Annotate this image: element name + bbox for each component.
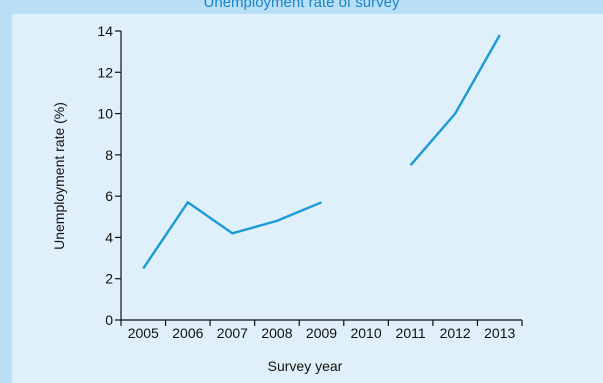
y-axis-title: Unemployment rate (%) xyxy=(51,102,67,250)
side-band xyxy=(0,14,12,383)
y-tick-label: 0 xyxy=(105,312,113,328)
x-axis-title: Survey year xyxy=(268,358,343,374)
x-tick-label: 2009 xyxy=(306,325,337,341)
header-title: Unemployment rate of survey xyxy=(203,0,400,11)
series-line-segment xyxy=(142,200,322,270)
series-lines xyxy=(142,34,501,270)
series-line-segment xyxy=(409,34,501,166)
y-tick-label: 2 xyxy=(105,271,113,287)
x-tick-label: 2011 xyxy=(396,325,426,341)
header-band: Unemployment rate of survey xyxy=(0,0,603,14)
x-tick-label: 2006 xyxy=(172,325,203,341)
y-tick-label: 6 xyxy=(105,188,113,204)
x-ticks: 2005 2006 2007 2008 2009 2010 2011 2012 2013 xyxy=(120,320,523,341)
x-tick-label: 2008 xyxy=(261,325,292,341)
y-tick-label: 14 xyxy=(97,23,113,39)
y-tick-label: 12 xyxy=(97,64,113,80)
x-tick-label: 2013 xyxy=(484,325,515,341)
y-tick-label: 8 xyxy=(105,147,113,163)
x-tick-label: 2007 xyxy=(217,325,248,341)
axes xyxy=(120,31,522,321)
y-tick-label: 4 xyxy=(105,229,113,245)
y-ticks: 0 2 4 6 8 10 12 14 xyxy=(97,23,121,328)
x-tick-label: 2005 xyxy=(128,325,159,341)
y-tick-label: 10 xyxy=(97,106,113,122)
x-tick-label: 2010 xyxy=(350,325,381,341)
x-tick-label: 2012 xyxy=(440,325,471,341)
